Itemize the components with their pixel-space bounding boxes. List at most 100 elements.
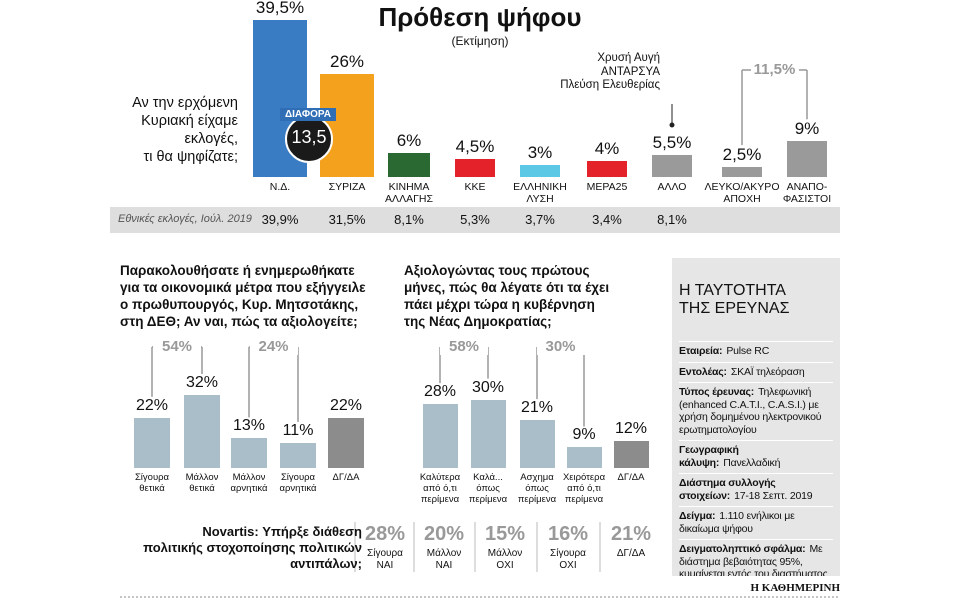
previous-value: 8,1% xyxy=(657,212,687,227)
value-label: 3% xyxy=(527,143,553,163)
category-label: ΑΝΑΠΟ- ΦΑΣΙΣΤΟΙ xyxy=(782,181,832,205)
bar xyxy=(231,438,267,468)
value-label: 9% xyxy=(572,426,596,444)
table-value: 15% xyxy=(484,523,526,545)
table-category: ΔΓ/ΔΑ xyxy=(616,548,646,559)
previous-value: 31,5% xyxy=(328,212,366,227)
group-label: 24% xyxy=(249,338,298,355)
category-label: Χειρότερα από ό,τι περίμενα xyxy=(562,472,606,505)
category-label: Μάλλον αρνητικά xyxy=(230,472,268,494)
bar xyxy=(566,447,602,468)
value-label: 5,5% xyxy=(652,133,692,153)
table-value: 16% xyxy=(547,523,589,545)
category-label: ΔΓ/ΔΑ xyxy=(332,472,360,483)
survey-value: ΣΚΑΪ τηλεόραση xyxy=(730,365,805,378)
value-label: 13% xyxy=(232,417,266,435)
value-label: 28% xyxy=(423,383,457,401)
category-label: Καλά... όπως περίμενα xyxy=(468,472,508,505)
bar xyxy=(587,161,627,177)
table-category: Σίγουρα ΟΧΙ xyxy=(550,548,586,571)
category-label: ΛΕΥΚΟ/ΑΚΥΡΟ ΑΠΟΧΗ xyxy=(704,181,780,205)
survey-label: Εντολέας: xyxy=(679,365,727,378)
bar xyxy=(470,399,506,468)
survey-label: Δειγματοληπτικό σφάλμα: xyxy=(679,543,806,555)
note: Χρυσή Αυγή ΑΝΤΑΡΣΥΑ Πλεύση Ελευθερίας xyxy=(560,52,660,91)
bar xyxy=(422,404,458,468)
value-label: 9% xyxy=(794,119,820,139)
category-label: ΕΛΛΗΝΙΚΗ ΛΥΣΗ xyxy=(513,181,567,205)
difference-tag: ΔΙΑΦΟΡΑ xyxy=(280,108,336,121)
value-label: 26% xyxy=(329,51,365,71)
survey-item: Δείγμα: 1.110 ενήλικοι με δικαίωμα ψήφου xyxy=(679,506,833,539)
bar xyxy=(184,395,220,468)
category-label: ΜΕΡΑ25 xyxy=(586,181,628,193)
previous-value: 3,4% xyxy=(592,212,622,227)
chart-title: Αξιολογώντας τους πρώτους μήνες, πώς θα … xyxy=(404,263,610,329)
value-label: 11% xyxy=(282,421,314,439)
survey-value: Με διάστημα βεβαιότητας 95%, κυμαίνεται … xyxy=(679,543,828,576)
survey-item: Διάστημα συλλογής στοιχείων: 17-18 Σεπτ. … xyxy=(679,473,833,506)
survey-item: Τύπος έρευνας: Τηλεφωνική (enhanced C.A.T… xyxy=(679,382,833,440)
value-label: 12% xyxy=(614,419,648,437)
previous-value: 3,7% xyxy=(525,212,555,227)
survey-item: Εταιρεία: Pulse RC xyxy=(679,341,833,362)
table-category: Μάλλον ΝΑΙ xyxy=(426,548,462,571)
previous-label: Εθνικές εκλογές, Ιούλ. 2019 xyxy=(118,213,252,225)
bar xyxy=(613,440,649,468)
survey-item: Γεωγραφική κάλυψη: Πανελλαδική xyxy=(679,440,833,473)
bar xyxy=(519,420,555,468)
category-label: Ν.Δ. xyxy=(269,181,291,193)
survey-label: Εταιρεία: xyxy=(679,345,723,357)
chart-title: Πρόθεση ψήφου xyxy=(378,2,582,32)
survey-value: Πανελλαδική xyxy=(723,456,781,469)
previous-value: 8,1% xyxy=(394,212,424,227)
table-category: Σίγουρα ΝΑΙ xyxy=(367,548,403,571)
bar xyxy=(652,155,692,177)
category-label: ΔΓ/ΔΑ xyxy=(617,472,645,483)
previous-value: 39,9% xyxy=(261,212,299,227)
survey-item: Εντολέας: ΣΚΑΪ τηλεόραση xyxy=(679,361,833,383)
chart-subtitle: (Εκτίμηση) xyxy=(451,34,509,48)
category-label: Καλύτερα από ό,τι περίμενα xyxy=(419,472,461,505)
previous-band xyxy=(110,207,840,233)
category-label: Ασχημα όπως περίμενα xyxy=(517,472,557,505)
value-label: 4,5% xyxy=(455,137,495,157)
bar xyxy=(520,165,560,177)
survey-value: 1.110 ενήλικοι με δικαίωμα ψήφου xyxy=(679,510,795,535)
table-value: 28% xyxy=(364,523,406,545)
footer-brand: Η ΚΑΘΗΜΕΡΙΝΗ xyxy=(750,582,841,594)
survey-item: Δειγματοληπτικό σφάλμα: Με διάστημα βεβαι… xyxy=(679,539,833,576)
survey-label: Γεωγραφική κάλυψη: xyxy=(679,444,739,469)
value-label: 32% xyxy=(185,374,219,392)
question: Αν την ερχόμενη Κυριακή είχαμε εκλογές, … xyxy=(132,95,238,165)
survey-label: Τύπος έρευνας: xyxy=(679,386,755,398)
bar xyxy=(134,417,170,468)
survey-title: Η ΤΑΥΤΟΤΗΤΑ ΤΗΣ ΕΡΕΥΝΑΣ xyxy=(679,282,790,317)
category-label: ΚΙΝΗΜΑ ΑΛΛΑΓΗΣ xyxy=(385,181,433,205)
bar xyxy=(455,159,495,177)
value-label: 4% xyxy=(594,139,620,159)
category-label: ΣΥΡΙΖΑ xyxy=(328,181,366,193)
value-label: 2,5% xyxy=(722,145,762,165)
table-value: 20% xyxy=(423,523,465,545)
previous-value: 5,3% xyxy=(460,212,490,227)
table-value: 21% xyxy=(610,523,652,545)
chart-title: Παρακολουθήσατε ή ενημερωθήκατε για τα ο… xyxy=(120,263,366,329)
category-label: Σίγουρα αρνητικά xyxy=(279,472,317,494)
category-label: Μάλλον θετικά xyxy=(185,472,219,494)
value-label: 22% xyxy=(329,396,363,414)
survey-label: Δείγμα: xyxy=(679,510,716,522)
bar xyxy=(787,141,827,177)
group-label: 54% xyxy=(153,338,201,355)
value-label: 22% xyxy=(135,396,169,414)
survey-value: 17-18 Σεπτ. 2019 xyxy=(734,489,813,502)
value-label: 39,5% xyxy=(255,0,305,18)
chart-title: Novartis: Υπήρξε διάθεση πολιτικής στοχο… xyxy=(143,524,362,571)
category-label: Σίγουρα θετικά xyxy=(134,472,170,494)
survey-label: Διάστημα συλλογής στοιχείων: xyxy=(679,477,776,502)
bar xyxy=(280,442,316,468)
group-label: 11,5% xyxy=(750,61,799,78)
difference-circle xyxy=(285,115,333,163)
group-label: 30% xyxy=(536,338,585,355)
